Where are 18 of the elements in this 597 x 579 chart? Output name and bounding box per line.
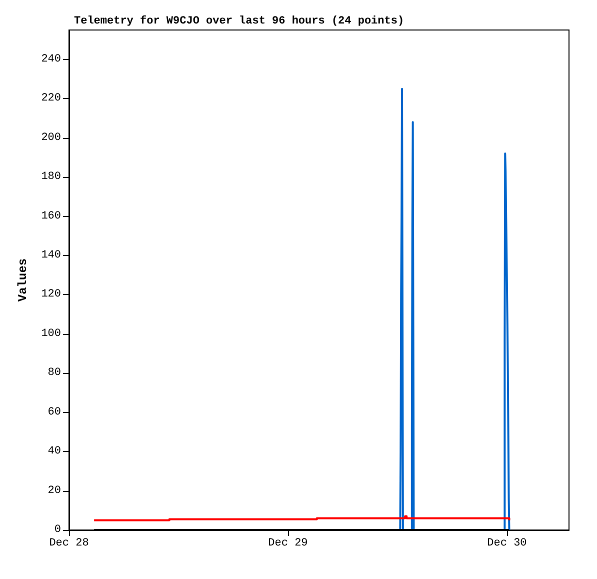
y-tick-label: 120 bbox=[41, 288, 61, 301]
y-tick-label: 240 bbox=[41, 53, 61, 66]
y-tick-label: 0 bbox=[54, 524, 61, 536]
x-tick-label: Dec 28 bbox=[49, 538, 89, 550]
y-tick-label: 160 bbox=[41, 210, 61, 222]
x-tick-label: Dec 29 bbox=[268, 538, 308, 550]
y-tick-label: 80 bbox=[48, 367, 61, 380]
y-tick-label: 180 bbox=[41, 171, 61, 184]
y-tick-label: 140 bbox=[41, 249, 61, 262]
y-tick-label: 220 bbox=[41, 92, 61, 105]
chart-title: Telemetry for W9CJO over last 96 hours (24 points) bbox=[74, 14, 404, 28]
y-tick-label: 40 bbox=[48, 446, 61, 458]
y-axis-title: Values bbox=[16, 258, 30, 302]
y-tick-label: 20 bbox=[48, 484, 61, 497]
y-tick-label: 200 bbox=[41, 132, 61, 144]
x-tick-label: Dec 30 bbox=[487, 538, 527, 550]
y-tick-label: 100 bbox=[41, 328, 61, 340]
y-tick-label: 60 bbox=[48, 406, 61, 418]
